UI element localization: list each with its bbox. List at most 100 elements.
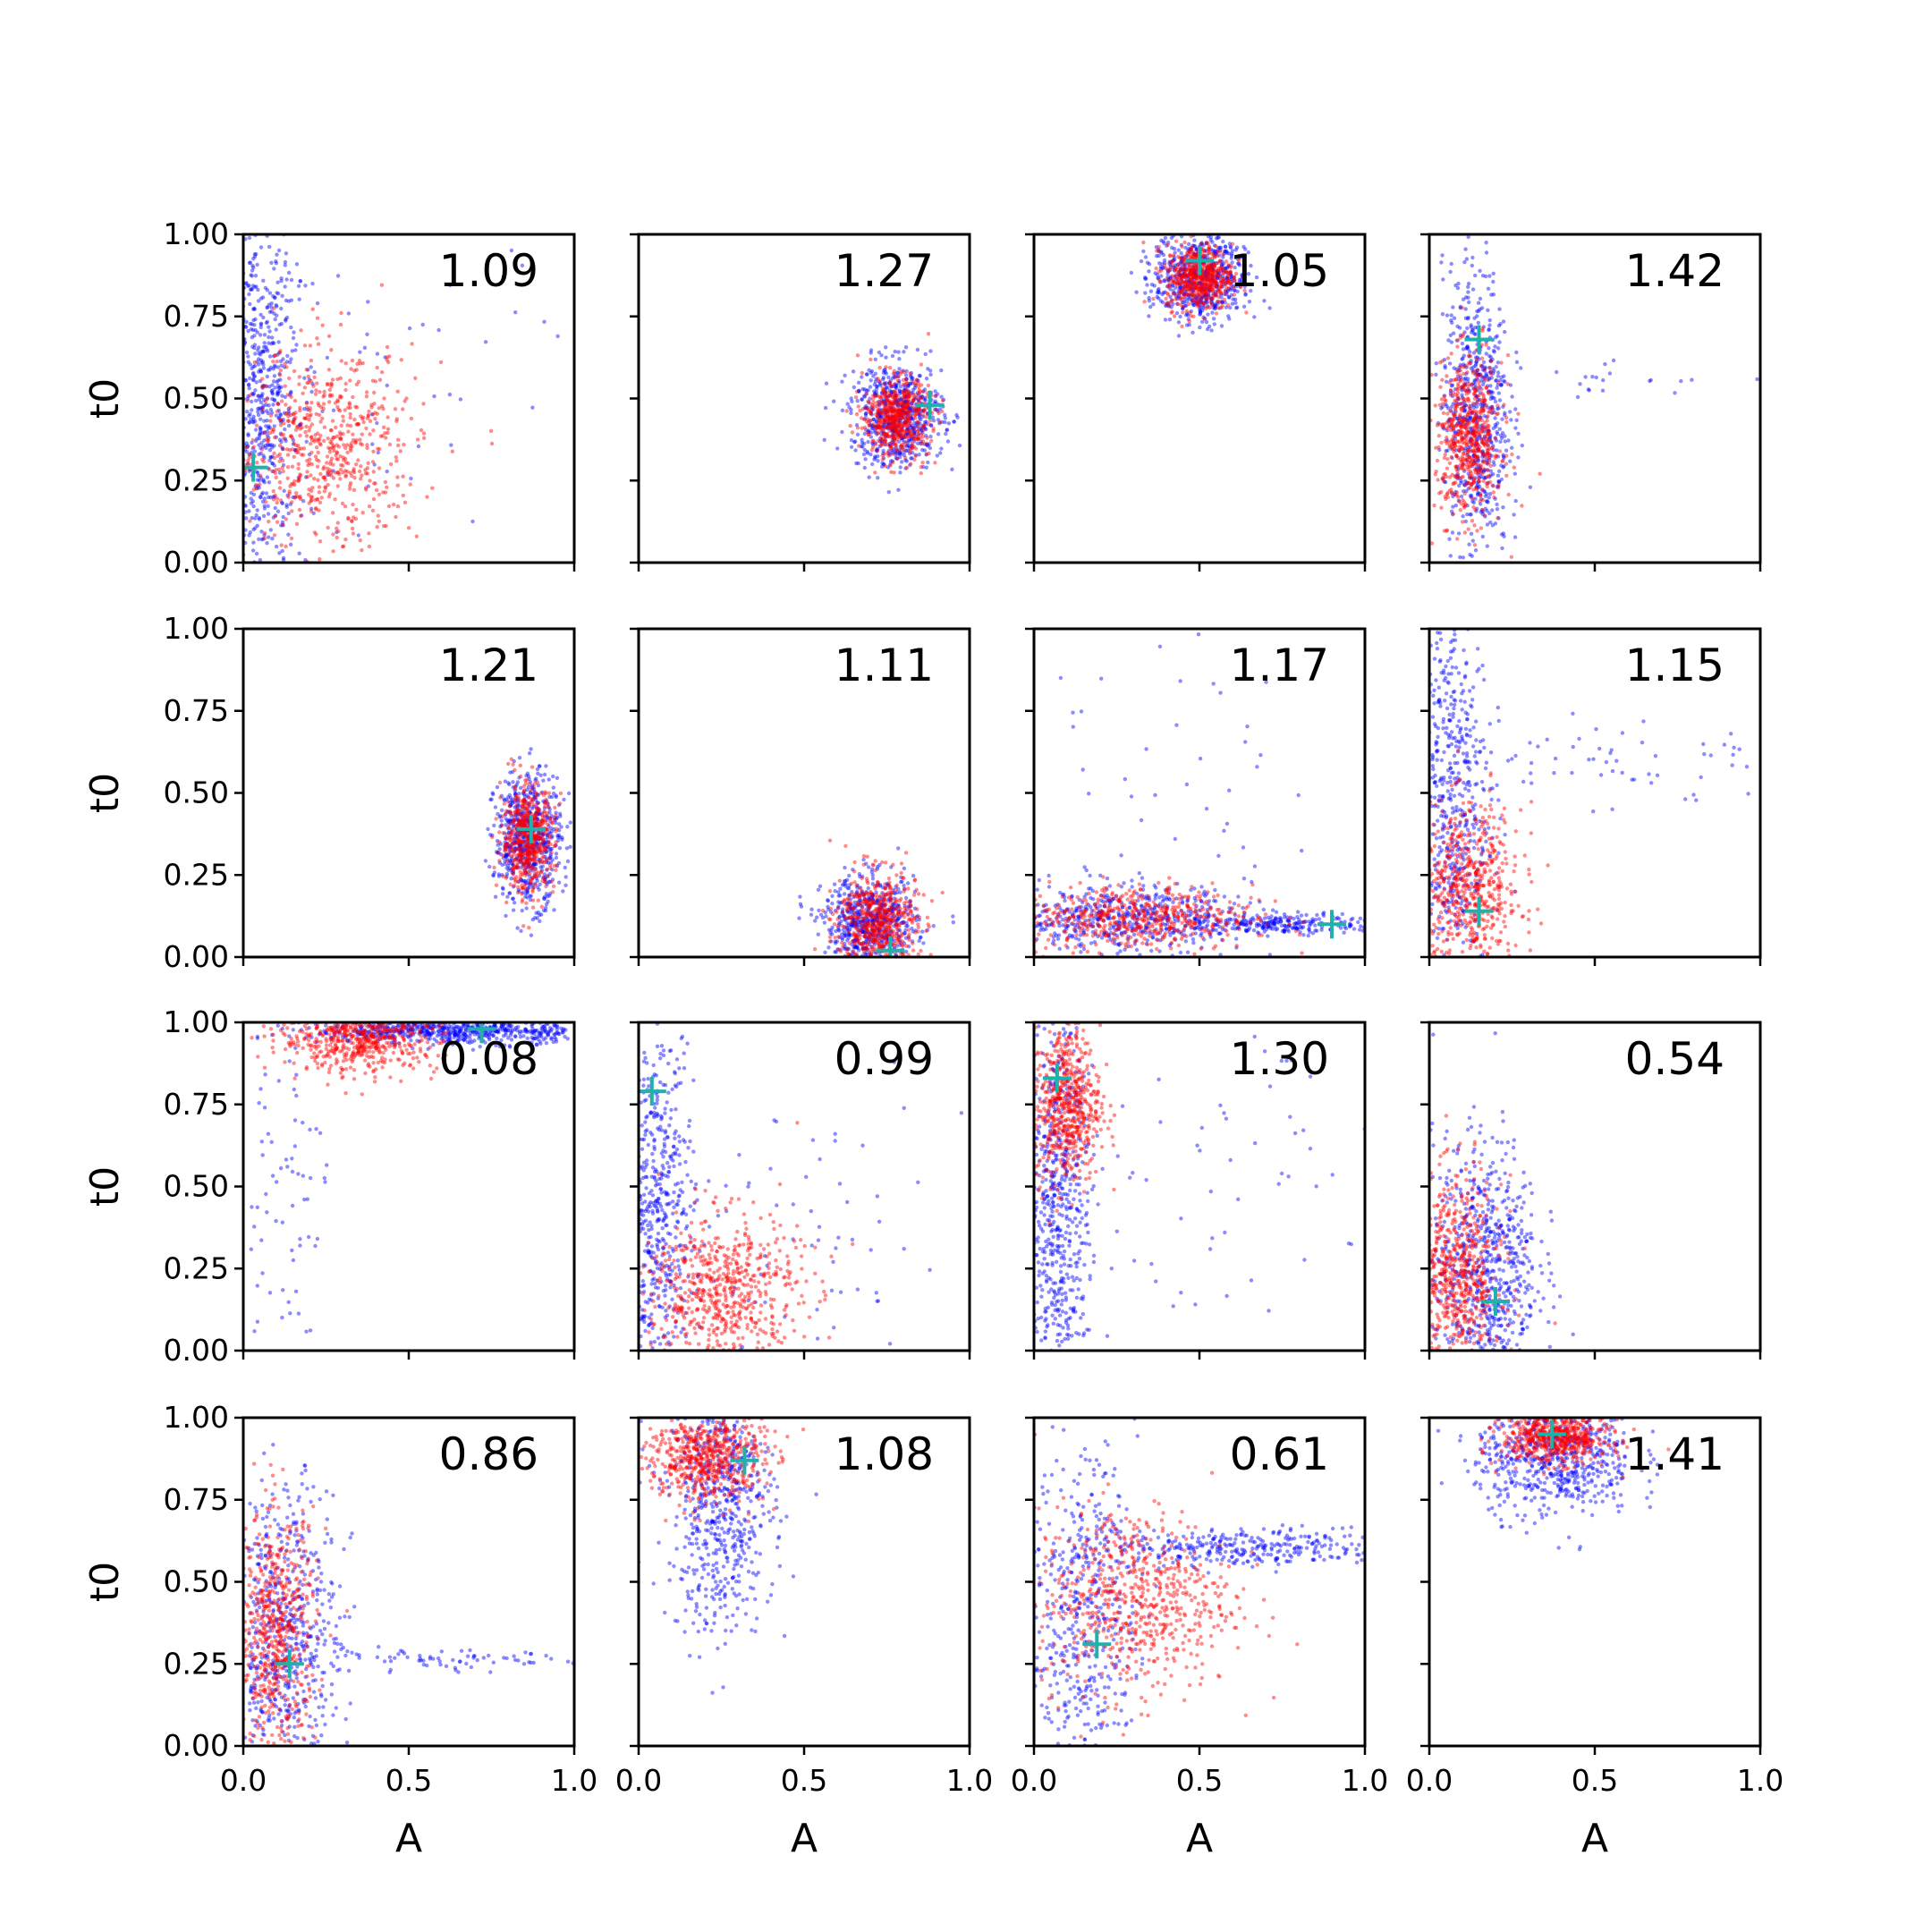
red-sample-point (1478, 468, 1483, 472)
blue-sample-point (903, 413, 909, 418)
red-sample-point (1466, 430, 1470, 436)
blue-sample-point (1461, 347, 1466, 352)
blue-sample-point (1166, 277, 1171, 283)
red-sample-point (1218, 291, 1224, 296)
blue-sample-point (1227, 317, 1232, 321)
red-sample-point (1477, 468, 1482, 472)
blue-sample-point (911, 426, 916, 431)
red-sample-point (341, 544, 346, 548)
red-sample-point (1474, 487, 1479, 492)
blue-sample-point (1199, 275, 1205, 281)
red-sample-point (1471, 477, 1477, 482)
blue-sample-point (898, 450, 902, 455)
blue-sample-point (1194, 300, 1199, 304)
red-sample-point (1206, 305, 1210, 309)
red-sample-point (365, 443, 369, 447)
blue-sample-point (916, 412, 921, 417)
blue-sample-point (1443, 479, 1448, 485)
red-sample-point (1464, 443, 1470, 447)
blue-sample-point (1499, 383, 1504, 387)
blue-sample-point (1453, 492, 1457, 496)
blue-sample-point (521, 848, 527, 853)
blue-sample-point (1223, 300, 1227, 305)
blue-sample-point (1193, 271, 1199, 276)
blue-sample-point (258, 322, 263, 326)
blue-sample-point (893, 399, 897, 403)
red-sample-point (338, 322, 343, 327)
blue-sample-point (1238, 284, 1242, 289)
red-sample-point (1170, 258, 1175, 263)
red-sample-point (856, 404, 860, 409)
red-sample-point (385, 344, 390, 350)
red-sample-point (876, 425, 881, 430)
red-sample-point (1202, 266, 1207, 271)
blue-sample-point (888, 453, 893, 457)
blue-sample-point (258, 296, 264, 301)
blue-sample-point (907, 419, 911, 424)
blue-sample-point (1475, 394, 1479, 399)
red-sample-point (1481, 406, 1487, 411)
blue-sample-point (1233, 297, 1238, 301)
red-sample-point (305, 412, 309, 417)
blue-sample-point (895, 370, 901, 376)
blue-sample-point (905, 412, 911, 417)
red-sample-point (322, 489, 326, 494)
red-sample-point (1454, 399, 1459, 403)
blue-sample-point (1493, 436, 1497, 440)
blue-sample-point (1519, 366, 1523, 370)
blue-sample-point (1166, 302, 1171, 307)
red-sample-point (1236, 258, 1241, 263)
blue-sample-point (1477, 309, 1481, 313)
red-sample-point (1445, 435, 1449, 440)
blue-sample-point (1200, 294, 1205, 300)
blue-sample-point (1480, 426, 1485, 430)
red-sample-point (272, 533, 277, 538)
red-sample-point (288, 434, 293, 438)
red-sample-point (1196, 292, 1200, 297)
red-sample-point (911, 393, 916, 397)
blue-sample-point (1466, 315, 1470, 320)
red-sample-point (886, 425, 892, 429)
red-sample-point (409, 416, 414, 421)
red-sample-point (317, 485, 322, 489)
red-sample-point (1208, 285, 1212, 290)
blue-sample-point (284, 298, 289, 303)
blue-sample-point (266, 512, 271, 516)
red-sample-point (1189, 277, 1194, 282)
red-sample-point (885, 414, 889, 419)
red-sample-point (1220, 275, 1225, 281)
blue-sample-point (543, 877, 547, 882)
red-sample-point (1486, 456, 1491, 461)
blue-sample-point (1185, 253, 1190, 258)
blue-sample-point (557, 811, 563, 816)
blue-sample-point (1473, 496, 1478, 501)
red-sample-point (1461, 419, 1465, 423)
blue-sample-point (262, 506, 267, 511)
red-sample-point (274, 352, 278, 358)
blue-sample-point (247, 453, 251, 457)
blue-sample-point (1475, 437, 1479, 442)
red-sample-point (343, 469, 348, 473)
red-sample-point (368, 419, 373, 423)
blue-sample-point (1439, 406, 1444, 411)
blue-sample-point (258, 417, 263, 421)
blue-sample-point (882, 430, 886, 435)
red-sample-point (890, 399, 894, 404)
red-sample-point (1479, 440, 1484, 445)
blue-sample-point (887, 418, 892, 422)
blue-sample-point (1479, 405, 1485, 410)
blue-sample-point (272, 424, 276, 428)
red-sample-point (265, 436, 269, 442)
blue-sample-point (370, 442, 375, 446)
blue-sample-point (883, 408, 887, 412)
red-sample-point (1192, 253, 1197, 258)
blue-sample-point (883, 404, 887, 409)
blue-sample-point (1502, 374, 1506, 378)
red-sample-point (1174, 281, 1178, 286)
red-sample-point (1216, 267, 1221, 272)
blue-sample-point (952, 419, 956, 424)
blue-sample-point (869, 411, 873, 415)
red-sample-point (1205, 273, 1209, 277)
red-sample-point (1192, 280, 1197, 284)
blue-sample-point (1198, 280, 1203, 285)
